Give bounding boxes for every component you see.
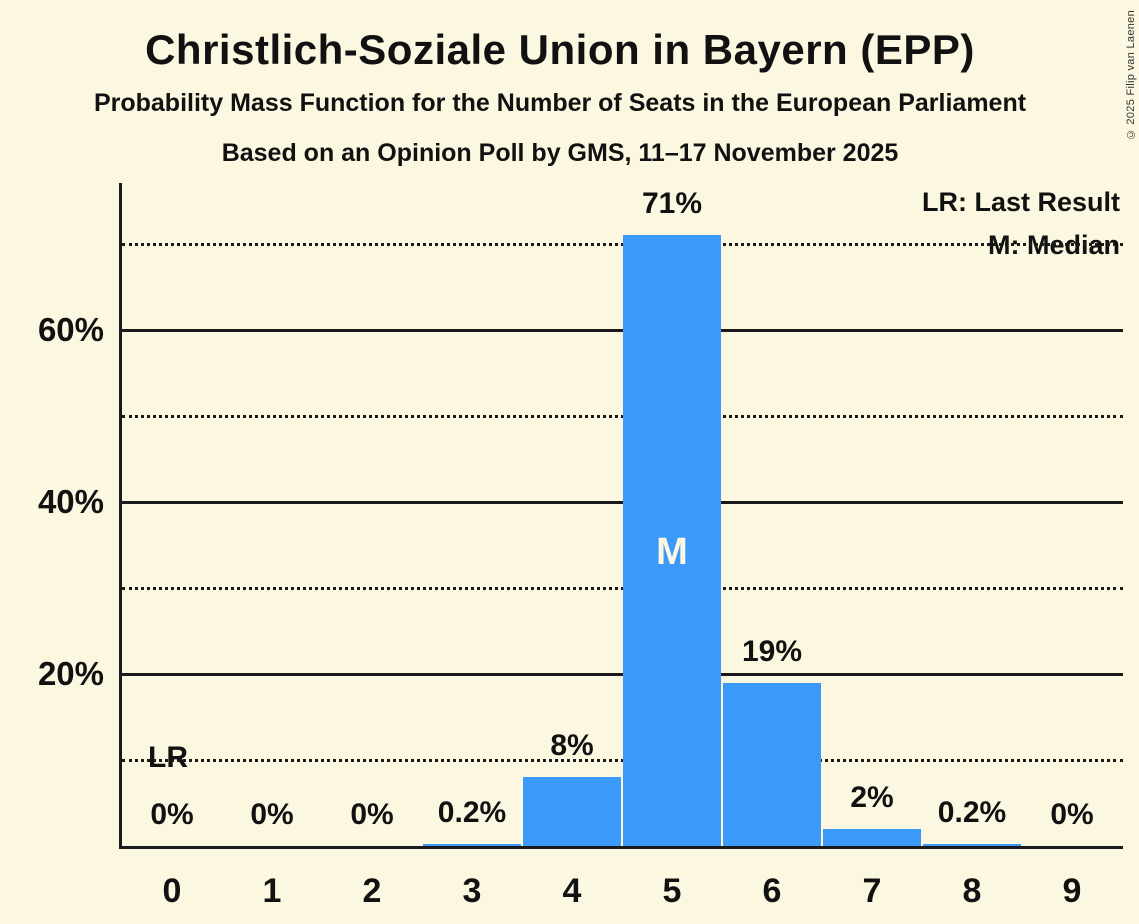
copyright-notice: © 2025 Filip van Laenen [1125,10,1137,141]
bar-value-label-6: 19% [741,635,803,668]
bar-value-label-9: 0% [1050,798,1094,831]
gridline-dotted-50 [122,415,1123,418]
legend-last-result: LR: Last Result [921,187,1120,217]
x-axis-label-6: 6 [762,872,782,910]
x-axis-label-4: 4 [562,872,582,910]
bar-value-label-1: 0% [250,798,294,831]
y-axis-label-40: 40% [37,483,104,520]
chart-subtitle: Probability Mass Function for the Number… [93,89,1027,117]
chart-title: Christlich-Soziale Union in Bayern (EPP) [145,26,975,73]
gridline-dotted-70 [122,243,1123,246]
x-axis-label-1: 1 [262,872,282,910]
x-axis-label-8: 8 [962,872,982,910]
x-axis-label-2: 2 [362,872,382,910]
last-result-label: LR [148,741,188,774]
gridline-solid-20 [122,673,1123,676]
bar-value-label-0: 0% [150,798,194,831]
bar-value-label-2: 0% [350,798,394,831]
y-axis-label-60: 60% [37,311,104,348]
bar-value-label-8: 0.2% [937,796,1007,829]
x-axis-label-0: 0 [162,872,182,910]
bar-value-label-3: 0.2% [437,796,507,829]
bar-seats-5: M [623,235,721,846]
gridline-solid-60 [122,329,1123,332]
plot-area: LR 0% 0 0% 1 0% 2 0.2% 3 8% 4 M 71% 5 19% 6 2% 7 0.2% 8 0% 9 [119,183,1123,910]
bar-seats-8 [923,844,1021,846]
bar-value-label-7: 2% [850,781,894,814]
bar-seats-3 [423,844,521,846]
bar-value-label-5: 71% [641,187,703,220]
bar-seats-4 [523,777,621,846]
gridline-dotted-30 [122,587,1123,590]
bar-seats-6 [723,683,821,846]
y-axis-label-20: 20% [37,655,104,692]
x-axis-label-5: 5 [662,872,682,910]
bar-value-label-4: 8% [550,729,594,762]
gridline-dotted-10 [122,759,1123,762]
x-axis-label-7: 7 [862,872,882,910]
median-label: M [656,531,688,573]
bar-seats-7 [823,829,921,846]
chart-poll-line: Based on an Opinion Poll by GMS, 11–17 N… [221,139,899,167]
x-axis-label-3: 3 [462,872,482,910]
gridline-solid-40 [122,501,1123,504]
x-axis-label-9: 9 [1062,872,1082,910]
